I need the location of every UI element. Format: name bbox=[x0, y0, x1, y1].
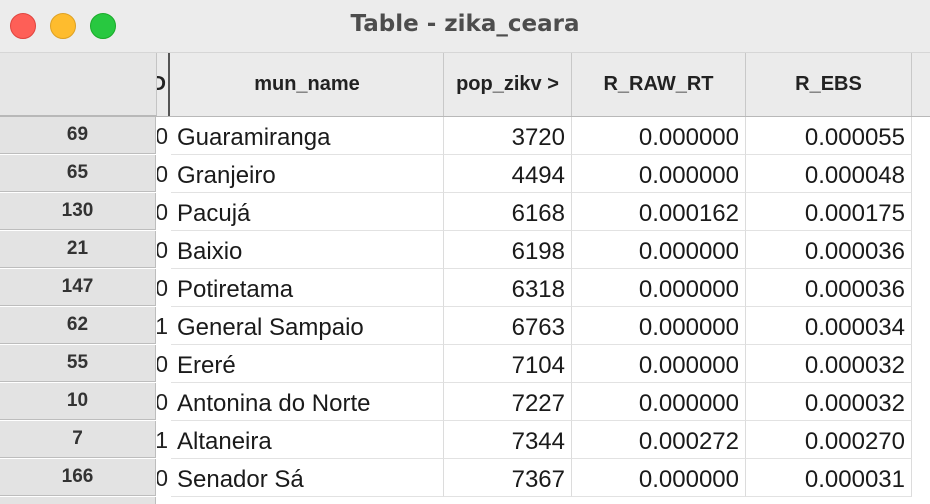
cell-r-raw-rt[interactable]: 0.000000 bbox=[572, 345, 746, 383]
cell-r-raw-rt[interactable]: 0.000272 bbox=[572, 421, 746, 459]
cell-r-raw-rt[interactable]: 0.000000 bbox=[572, 307, 746, 345]
clipped-cell[interactable]: 1 bbox=[157, 307, 171, 345]
clipped-cell-text: 0 bbox=[157, 199, 168, 225]
clipped-cell-text: 0 bbox=[157, 351, 168, 377]
row-header[interactable]: 62 bbox=[0, 307, 156, 344]
table-row[interactable]: 62 1 General Sampaio 6763 0.000000 0.000034 bbox=[0, 307, 930, 345]
column-header-r-ebs[interactable]: R_EBS bbox=[746, 53, 912, 116]
cell-pop-zikv[interactable]: 7104 bbox=[444, 345, 572, 383]
cell-r-raw-rt[interactable]: 0.000000 bbox=[572, 383, 746, 421]
table-corner bbox=[0, 53, 157, 116]
cell-r-raw-rt[interactable]: 0.000000 bbox=[572, 231, 746, 269]
cell-pop-zikv[interactable]: 6168 bbox=[444, 193, 572, 231]
clipped-cell-text: 0 bbox=[157, 275, 168, 301]
row-header[interactable]: 69 bbox=[0, 117, 156, 154]
row-header[interactable]: 7 bbox=[0, 421, 156, 458]
row-header[interactable]: 147 bbox=[0, 269, 156, 306]
row-header[interactable]: 55 bbox=[0, 345, 156, 382]
cell-pop-zikv[interactable]: 6318 bbox=[444, 269, 572, 307]
cell-pop-zikv[interactable]: 6198 bbox=[444, 231, 572, 269]
table-row[interactable]: 10 0 Antonina do Norte 7227 0.000000 0.000032 bbox=[0, 383, 930, 421]
clipped-cell[interactable]: 0 bbox=[157, 155, 171, 193]
title-bar: Table - zika_ceara bbox=[0, 0, 930, 53]
table-row[interactable]: 65 0 Granjeiro 4494 0.000000 0.000048 bbox=[0, 155, 930, 193]
cell-r-raw-rt[interactable]: 0.000000 bbox=[572, 155, 746, 193]
clipped-cell-text: 0 bbox=[157, 161, 168, 187]
clipped-cell[interactable]: 0 bbox=[157, 231, 171, 269]
table-row[interactable]: 55 0 Ereré 7104 0.000000 0.000032 bbox=[0, 345, 930, 383]
cell-pop-zikv[interactable]: 7344 bbox=[444, 421, 572, 459]
row-header[interactable]: 10 bbox=[0, 383, 156, 420]
cell-mun-name[interactable]: Baixio bbox=[171, 231, 444, 269]
row-header-stub bbox=[0, 497, 156, 504]
zoom-window-button[interactable] bbox=[90, 13, 116, 39]
table-row[interactable]: 7 1 Altaneira 7344 0.000272 0.000270 bbox=[0, 421, 930, 459]
clipped-cell[interactable]: 0 bbox=[157, 117, 171, 155]
cell-pop-zikv[interactable]: 7227 bbox=[444, 383, 572, 421]
cell-mun-name[interactable]: Altaneira bbox=[171, 421, 444, 459]
cell-r-raw-rt[interactable]: 0.000162 bbox=[572, 193, 746, 231]
cell-pop-zikv[interactable]: 7367 bbox=[444, 459, 572, 497]
table-row[interactable]: 69 0 Guaramiranga 3720 0.000000 0.000055 bbox=[0, 117, 930, 155]
cell-r-raw-rt[interactable]: 0.000000 bbox=[572, 117, 746, 155]
cell-r-ebs[interactable]: 0.000036 bbox=[746, 231, 912, 269]
minimize-window-button[interactable] bbox=[50, 13, 76, 39]
table-row[interactable]: 147 0 Potiretama 6318 0.000000 0.000036 bbox=[0, 269, 930, 307]
clipped-cell[interactable]: 0 bbox=[157, 345, 171, 383]
cell-mun-name[interactable]: General Sampaio bbox=[171, 307, 444, 345]
row-header[interactable]: 21 bbox=[0, 231, 156, 268]
clipped-cell[interactable]: 0 bbox=[157, 269, 171, 307]
cell-r-ebs[interactable]: 0.000048 bbox=[746, 155, 912, 193]
cell-pop-zikv[interactable]: 6763 bbox=[444, 307, 572, 345]
clipped-cell[interactable]: 0 bbox=[157, 193, 171, 231]
cell-mun-name[interactable]: Granjeiro bbox=[171, 155, 444, 193]
row-header[interactable]: 130 bbox=[0, 193, 156, 230]
table-row[interactable]: 166 0 Senador Sá 7367 0.000000 0.000031 bbox=[0, 459, 930, 497]
cell-r-ebs[interactable]: 0.000036 bbox=[746, 269, 912, 307]
cell-mun-name[interactable]: Senador Sá bbox=[171, 459, 444, 497]
column-header-pop-zikv[interactable]: pop_zikv > bbox=[444, 53, 572, 116]
clipped-cell-text: 0 bbox=[157, 123, 168, 149]
cell-mun-name[interactable]: Guaramiranga bbox=[171, 117, 444, 155]
column-header-r-raw-rt[interactable]: R_RAW_RT bbox=[572, 53, 746, 116]
cell-r-ebs[interactable]: 0.000175 bbox=[746, 193, 912, 231]
row-header[interactable]: 166 bbox=[0, 459, 156, 496]
clipped-cell-text: 0 bbox=[157, 237, 168, 263]
cell-r-ebs[interactable]: 0.000031 bbox=[746, 459, 912, 497]
cell-r-raw-rt[interactable]: 0.000000 bbox=[572, 269, 746, 307]
cell-mun-name[interactable]: Pacujá bbox=[171, 193, 444, 231]
table-row[interactable]: 130 0 Pacujá 6168 0.000162 0.000175 bbox=[0, 193, 930, 231]
cell-r-ebs[interactable]: 0.000055 bbox=[746, 117, 912, 155]
cell-r-raw-rt[interactable]: 0.000000 bbox=[572, 459, 746, 497]
clipped-cell[interactable]: 1 bbox=[157, 421, 171, 459]
column-header-mun-name[interactable]: mun_name bbox=[171, 53, 444, 116]
clipped-cell[interactable]: 0 bbox=[157, 459, 171, 497]
cell-mun-name[interactable]: Potiretama bbox=[171, 269, 444, 307]
clipped-cell-text: 0 bbox=[157, 465, 168, 491]
cell-r-ebs[interactable]: 0.000032 bbox=[746, 345, 912, 383]
cell-r-ebs[interactable]: 0.000034 bbox=[746, 307, 912, 345]
column-header-clipped[interactable]: D bbox=[157, 53, 170, 116]
cell-pop-zikv[interactable]: 3720 bbox=[444, 117, 572, 155]
close-window-button[interactable] bbox=[10, 13, 36, 39]
cell-r-ebs[interactable]: 0.000270 bbox=[746, 421, 912, 459]
cell-r-ebs[interactable]: 0.000032 bbox=[746, 383, 912, 421]
row-header[interactable]: 65 bbox=[0, 155, 156, 192]
table-row[interactable]: 21 0 Baixio 6198 0.000000 0.000036 bbox=[0, 231, 930, 269]
cell-pop-zikv[interactable]: 4494 bbox=[444, 155, 572, 193]
clipped-cell-text: 0 bbox=[157, 389, 168, 415]
clipped-cell-text: 1 bbox=[157, 427, 168, 453]
clipped-cell-text: 1 bbox=[157, 313, 168, 339]
clipped-cell[interactable]: 0 bbox=[157, 383, 171, 421]
cell-mun-name[interactable]: Antonina do Norte bbox=[171, 383, 444, 421]
window-title: Table - zika_ceara bbox=[350, 11, 580, 37]
cell-mun-name[interactable]: Ereré bbox=[171, 345, 444, 383]
